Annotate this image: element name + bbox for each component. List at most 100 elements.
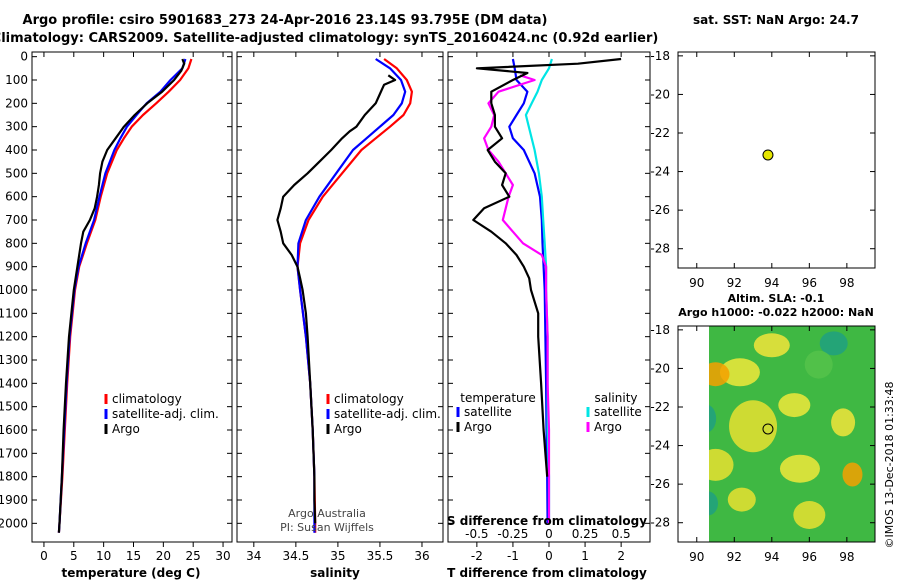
legend-salinity-title: salinity [594, 391, 637, 405]
y-tick-label: 300 [5, 120, 28, 134]
x-tick-label: -2 [471, 549, 483, 563]
x-tick-label: 94 [764, 276, 779, 290]
y-tick-label: 1400 [0, 376, 28, 390]
legend-label: climatology [112, 392, 182, 406]
sla-anomaly-blob [778, 393, 811, 418]
sla-anomaly-blob [819, 331, 848, 356]
x-tick-label: 30 [215, 549, 230, 563]
x-tick-label: 96 [802, 276, 817, 290]
y-tick-label: -20 [650, 361, 670, 375]
salinity-chart: 34 34.5 35 35.5 36 climatologysatellite-adj. … [236, 51, 444, 563]
title-line-1: Argo profile: csiro 5901683_273 24-Apr-2… [23, 13, 548, 28]
x-tick-label: 10 [96, 549, 111, 563]
legend-label: Argo [464, 420, 492, 434]
credit-line-1: Argo Australia [288, 507, 366, 520]
x-tick-label: 15 [126, 549, 141, 563]
y-tick-label: 0 [20, 50, 28, 64]
legend-label: satellite-adj. clim. [112, 407, 219, 421]
argo-position-marker [762, 149, 774, 161]
s-tick-label: 0 [545, 527, 553, 541]
y-tick-label: -22 [650, 400, 670, 414]
x-tick-label: 5 [70, 549, 78, 563]
y-tick-label: -22 [650, 126, 670, 140]
y-tick-label: -24 [650, 439, 670, 453]
sla-map-title-1: Altim. SLA: -0.1 [728, 292, 825, 305]
legend-label: satellite [594, 405, 642, 419]
sla-nodata [678, 326, 709, 542]
y-tick-label: 600 [5, 190, 28, 204]
legend-label: climatology [334, 392, 404, 406]
sla-anomaly-blob [719, 358, 760, 387]
plot-frame [31, 51, 233, 543]
argo-position-marker [762, 423, 774, 435]
x-tick-label: 90 [689, 550, 704, 564]
x-tick-label: 35.5 [367, 549, 394, 563]
t-argo-line [472, 57, 622, 477]
y-tick-label: 500 [5, 166, 28, 180]
t-satellite-line [508, 58, 549, 524]
x-tick-label: 98 [839, 550, 854, 564]
y-tick-label: -28 [650, 516, 670, 530]
s-tick-label: -0.25 [497, 527, 528, 541]
y-tick-label: 1300 [0, 353, 28, 367]
sla-anomaly-blob [831, 408, 856, 437]
x-tick-label: -1 [507, 549, 519, 563]
x-tick-label: 98 [839, 276, 854, 290]
sst-map: 90 92 94 96 98 -18 -20 -22 -24 -26 -28 [650, 49, 876, 290]
s-tick-label: 0.25 [572, 527, 599, 541]
x-tick-label: 1 [581, 549, 589, 563]
s-tick-label: -0.5 [465, 527, 488, 541]
argo-line [57, 58, 186, 533]
sla-map-title-2: Argo h1000: -0.022 h2000: NaN [678, 306, 874, 319]
sla-anomaly-blob [729, 400, 778, 453]
y-tick-label: 1600 [0, 423, 28, 437]
sla-anomaly-blob [804, 350, 833, 379]
y-tick-label: 1900 [0, 493, 28, 507]
y-tick-label: 1000 [0, 283, 28, 297]
sla-anomaly-blob [753, 333, 790, 358]
y-tick-label: 800 [5, 236, 28, 250]
x-tick-label: 94 [764, 550, 779, 564]
legend-label: satellite [464, 405, 512, 419]
y-tick-label: 1700 [0, 446, 28, 460]
y-tick-label: 1500 [0, 400, 28, 414]
x-tick-label: 0 [545, 549, 553, 563]
map-frame [677, 325, 876, 543]
y-tick-label: 400 [5, 143, 28, 157]
salinity-xlabel: salinity [310, 566, 360, 580]
x-tick-label: 92 [727, 550, 742, 564]
y-tick-label: -24 [650, 165, 670, 179]
sla-anomaly-blob [793, 501, 826, 529]
sla-anomaly-blob [842, 462, 863, 487]
y-tick-label: 700 [5, 213, 28, 227]
x-tick-label: 0 [40, 549, 48, 563]
y-tick-label: -20 [650, 87, 670, 101]
s-tick-label: 0.5 [612, 527, 631, 541]
sla-anomaly-blob [779, 454, 820, 483]
y-tick-label: 900 [5, 260, 28, 274]
difference-chart: -2 -1 0 1 2 -0.5 -0.25 0 0.25 0.5 temperature salin… [447, 51, 651, 563]
difference-xlabel: T difference from climatology [447, 566, 647, 580]
y-tick-label: 200 [5, 96, 28, 110]
x-tick-label: 90 [689, 276, 704, 290]
plot-frame [236, 51, 444, 543]
x-tick-label: 36 [414, 549, 429, 563]
sla-anomaly-blob [727, 487, 756, 512]
x-tick-label: 92 [727, 276, 742, 290]
sla-map: 90 92 94 96 98 -18 -20 -22 -24 -26 -28 [650, 323, 876, 564]
temperature-chart: 0 5 10 15 20 25 300100200300400500600700800900… [0, 50, 233, 563]
y-tick-label: 1100 [0, 306, 28, 320]
x-tick-label: 96 [802, 550, 817, 564]
watermark: ©IMOS 13-Dec-2018 01:33:48 [883, 382, 896, 549]
y-tick-label: -26 [650, 477, 670, 491]
x-tick-label: 2 [617, 549, 625, 563]
legend-label: satellite-adj. clim. [334, 407, 441, 421]
x-tick-label: 34 [246, 549, 261, 563]
y-tick-label: 1800 [0, 470, 28, 484]
temperature-xlabel: temperature (deg C) [62, 566, 201, 580]
legend-label: Argo [334, 422, 362, 436]
legend-temperature-title: temperature [460, 391, 535, 405]
y-tick-label: -26 [650, 203, 670, 217]
map-frame [677, 51, 876, 269]
